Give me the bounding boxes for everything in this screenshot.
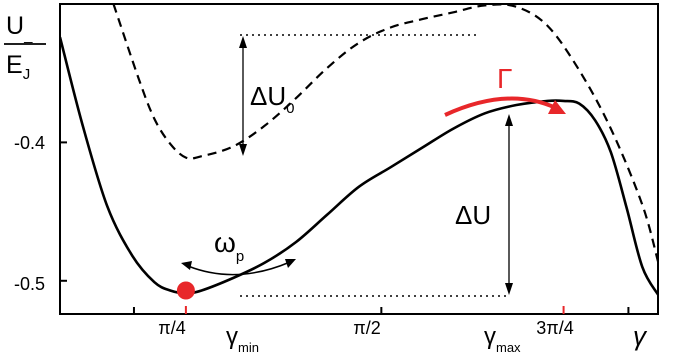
x-tick-label-0: π/4 xyxy=(158,318,185,338)
delta-u0-arrow xyxy=(239,36,247,156)
tick-marks xyxy=(60,141,630,314)
plot-frame xyxy=(59,3,659,315)
delta-u0-label: ΔU0 xyxy=(250,81,295,117)
x-tick-label-1: π/2 xyxy=(353,318,380,338)
delta-u-arrow xyxy=(505,114,513,295)
svg-text:EJ: EJ xyxy=(6,51,30,83)
y-axis-label: U_ EJ xyxy=(4,12,46,83)
gamma-min-label: γmin xyxy=(226,323,259,355)
x-tick-label-2: 3π/4 xyxy=(536,318,573,338)
omega-p-arrow xyxy=(181,259,296,276)
series-solid-potential xyxy=(60,36,658,296)
gamma-max-label: γmax xyxy=(484,323,521,355)
svg-text:U_: U_ xyxy=(6,12,33,44)
x-axis-label: γ xyxy=(633,321,648,351)
delta-u-label: ΔU xyxy=(455,200,491,230)
gamma-rate-arrow xyxy=(444,96,566,117)
series-dashed-potential xyxy=(112,4,658,262)
particle-dot xyxy=(176,281,195,300)
y-tick-label-0: -0.4 xyxy=(14,133,45,153)
gamma-rate-label: Γ xyxy=(497,63,512,94)
omega-p-label: ωp xyxy=(214,227,244,265)
y-tick-label-1: -0.5 xyxy=(14,274,45,294)
